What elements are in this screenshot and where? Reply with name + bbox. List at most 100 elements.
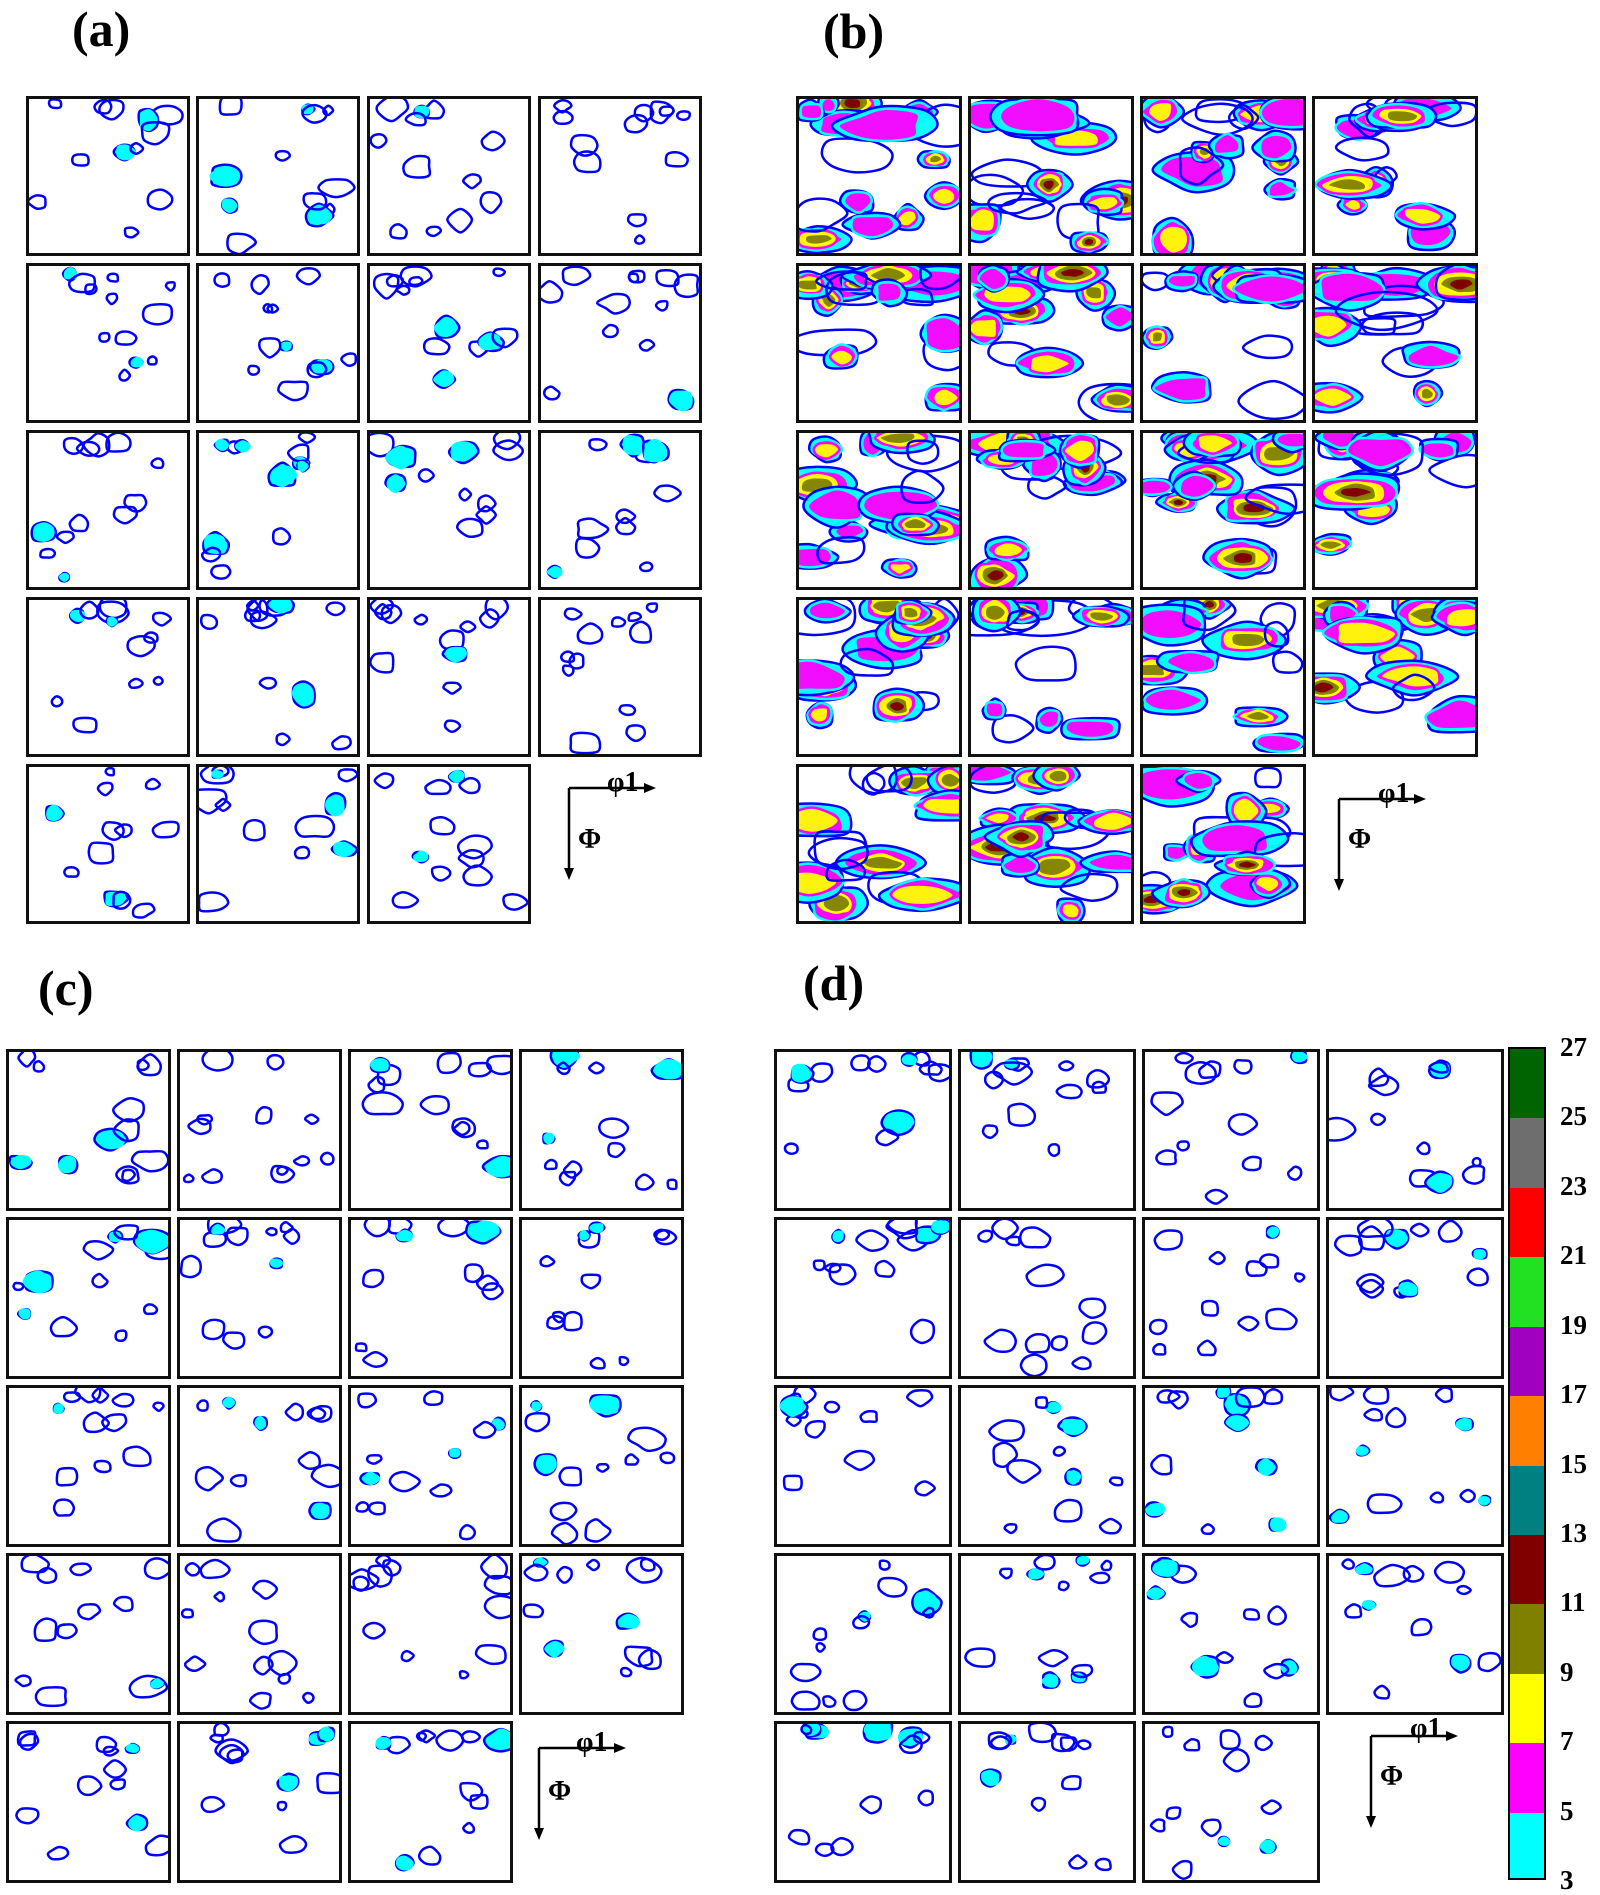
contour-line [799,99,833,120]
contour-line [1373,1563,1411,1588]
contour-line [653,484,682,503]
colorbar-tick-label: 25 [1560,1101,1587,1132]
contour-line [1149,1818,1166,1833]
Phi-axis-label: Φ [548,1776,572,1807]
contour-plot [539,1221,678,1370]
contour-line [1184,1061,1217,1085]
contour-line [16,1730,37,1747]
contour-line [130,356,144,368]
odf-section-b-r4-c4 [1312,597,1478,757]
contour-line [460,1730,481,1744]
contour-line [628,620,653,644]
contour-line [898,774,930,792]
colorbar-tick-label: 21 [1560,1240,1587,1271]
colorbar-band [1510,1604,1544,1675]
contour-line [480,1556,509,1580]
contour-line [558,1466,583,1487]
contour-plot [812,1220,949,1345]
odf-section-d-r2-c4 [1326,1217,1504,1379]
contour-line [800,1724,813,1736]
contour-line [17,1052,37,1068]
contour-line [569,133,599,157]
contour-line [991,714,1035,744]
contour-line [462,1821,476,1834]
contour-line [29,194,47,211]
contour-plot [354,1220,504,1368]
contour-line [971,206,997,234]
contour-line [1076,1556,1090,1565]
contour-line [95,1735,118,1754]
contour-line [1258,1253,1280,1269]
contour-line [981,1124,999,1140]
contour-plot [789,1559,943,1712]
contour-line [1094,1857,1112,1872]
axis-arrows-icon [564,783,656,880]
contour-line [480,130,506,152]
contour-plot [522,1556,663,1678]
contour-plot [355,1390,506,1541]
contour-line [901,516,929,531]
contour-plot [1143,600,1303,753]
phi1-axis-label: φ1 [1378,778,1410,809]
contour-line [927,153,944,165]
odf-section-c-r3-c2 [177,1385,342,1547]
contour-line [251,1579,279,1600]
contour-line [561,266,592,287]
odf-section-a-r3-c4 [538,430,702,590]
contour-line [563,1310,583,1332]
contour-line [1003,1523,1018,1535]
contour-plot [559,602,659,754]
contour-line [67,272,97,294]
contour-line [1146,1587,1165,1601]
contour-line [638,338,656,352]
contour-line [196,1399,209,1412]
contour-line [451,1117,477,1139]
contour-line [46,1845,70,1861]
odf-section-d-r3-c1 [774,1385,952,1547]
contour-line [297,460,309,472]
contour-line [992,1441,1019,1469]
contour-plot [1315,600,1475,734]
contour-line [375,1556,392,1569]
contour-plot [180,1220,301,1350]
contour-line [909,1318,936,1345]
contour-line [1373,1684,1391,1700]
contour-line [39,547,57,559]
odf-section-c-r3-c1 [6,1385,171,1547]
contour-line [923,315,959,353]
contour-line [549,1501,578,1522]
contour-line [568,652,585,670]
contour-plot [783,1052,949,1156]
odf-section-c-r4-c1 [6,1553,171,1715]
contour-line [654,1228,678,1246]
contour-line [1001,853,1039,876]
contour-line [370,133,388,149]
contour-line [1419,386,1436,401]
contour-line [989,1735,1011,1750]
contour-line [803,232,835,247]
contour-line [55,530,75,545]
contour-line [152,1401,165,1413]
contour-plot [14,1556,168,1708]
contour-line [1259,99,1303,129]
contour-line [457,848,485,869]
contour-line [546,1315,566,1330]
contour-line [107,616,118,627]
contour-line [977,266,1009,292]
contour-line [964,1647,996,1668]
contour-line [1085,1068,1111,1089]
contour-line [456,834,493,860]
odf-section-b-r3-c3 [1140,430,1306,590]
contour-line [1263,1388,1284,1405]
contour-line [1336,620,1398,646]
contour-line [218,1743,245,1765]
contour-line [417,468,435,483]
contour-line [1050,1732,1076,1753]
contour-line [1078,1297,1107,1319]
contour-line [367,1564,393,1588]
contour-line [1291,1052,1309,1063]
contour-plot [194,1396,339,1543]
contour-line [1217,1836,1231,1846]
odf-section-d-r1-c4 [1326,1049,1504,1211]
contour-line [888,561,913,577]
